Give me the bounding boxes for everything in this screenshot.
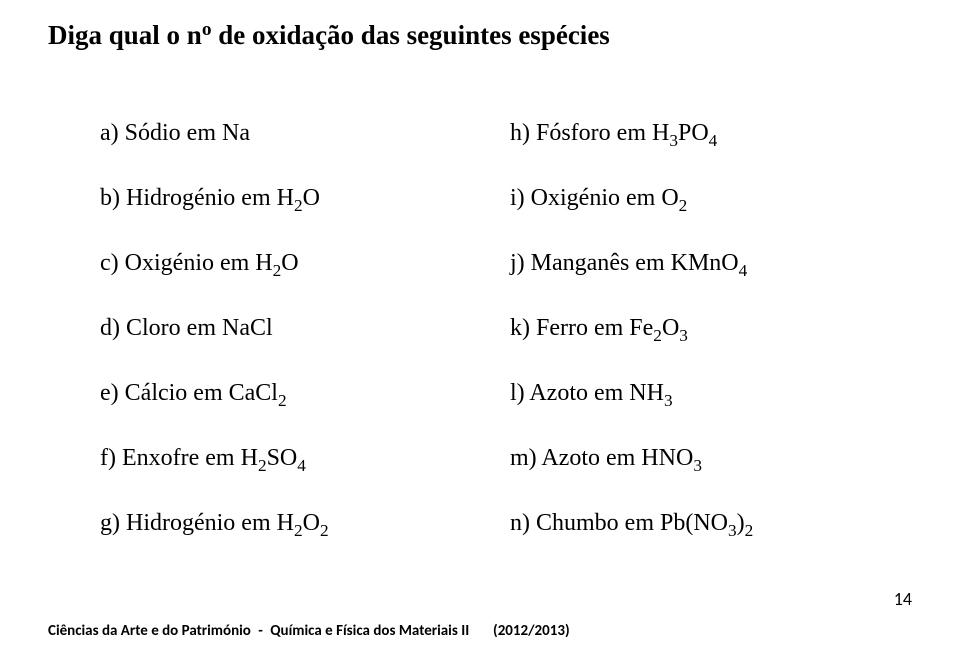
page-title: Diga qual o no de oxidação das seguintes… (48, 20, 610, 51)
page-number: 14 (894, 588, 912, 610)
list-item: f) Enxofre em H2SO4 (100, 445, 329, 472)
footer: Ciências da Arte e do Património - Quími… (48, 622, 912, 640)
footer-dash: - (258, 622, 266, 640)
list-item: j) Manganês em KMnO4 (510, 250, 753, 277)
list-item: a) Sódio em Na (100, 120, 329, 147)
list-item: i) Oxigénio em O2 (510, 185, 753, 212)
list-left-column: a) Sódio em Na b) Hidrogénio em H2O c) Oxi… (100, 120, 329, 575)
footer-spacer (473, 622, 490, 640)
list-item: c) Oxigénio em H2O (100, 250, 329, 277)
footer-right: (2012/2013) (493, 622, 570, 640)
list-item: h) Fósforo em H3PO4 (510, 120, 753, 147)
list-item: e) Cálcio em CaCl2 (100, 380, 329, 407)
list-item: g) Hidrogénio em H2O2 (100, 510, 329, 537)
list-right-column: h) Fósforo em H3PO4 i) Oxigénio em O2 j) M… (510, 120, 753, 575)
list-item: b) Hidrogénio em H2O (100, 185, 329, 212)
list-item: d) Cloro em NaCl (100, 315, 329, 342)
list-item: n) Chumbo em Pb(NO3)2 (510, 510, 753, 537)
list-item: m) Azoto em HNO3 (510, 445, 753, 472)
list-item: k) Ferro em Fe2O3 (510, 315, 753, 342)
list-item: l) Azoto em NH3 (510, 380, 753, 407)
slide: Diga qual o no de oxidação das seguintes… (0, 0, 960, 658)
footer-left: Ciências da Arte e do Património (48, 622, 251, 640)
footer-middle: Química e Física dos Materiais II (270, 622, 469, 640)
